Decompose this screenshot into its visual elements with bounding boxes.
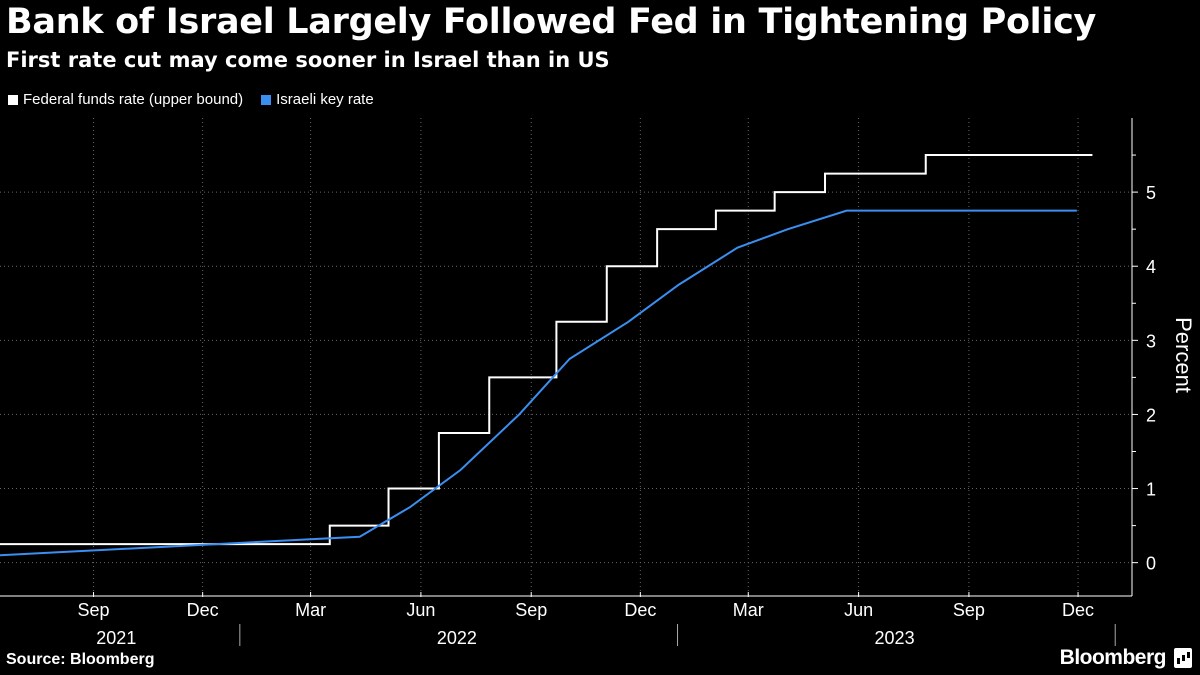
x-tick-label: Dec [1062,600,1094,620]
x-tick-label: Sep [515,600,547,620]
y-tick-label: 5 [1146,183,1156,203]
source-note: Source: Bloomberg [6,651,155,668]
x-tick-label: Mar [295,600,326,620]
bloomberg-logo: Bloomberg [1059,646,1167,669]
x-tick-label: Mar [733,600,764,620]
x-tick-label: Dec [187,600,219,620]
series-line-israel-key-rate [0,209,1077,557]
legend-label-fed: Federal funds rate (upper bound) [23,91,244,108]
year-label: 2021 [96,628,136,648]
legend-item-fed: Federal funds rate (upper bound) [8,91,243,108]
y-axis-title: Percent [1171,317,1196,393]
x-tick-label: Jun [844,600,873,620]
legend-swatch-fed [8,94,18,105]
x-tick-label: Sep [953,600,985,620]
x-tick-label: Dec [624,600,656,620]
series-line-fed-funds [0,154,1093,546]
y-tick-label: 3 [1146,331,1156,351]
year-label: 2023 [875,628,915,648]
x-tick-label: Jun [406,600,435,620]
y-tick-label: 1 [1146,480,1156,500]
legend-item-israel: Israeli key rate [261,91,374,108]
y-tick-label: 0 [1146,554,1156,574]
legend: Federal funds rate (upper bound) Israeli… [8,91,374,108]
legend-label-israel: Israeli key rate [276,91,374,108]
year-label: 2022 [437,628,477,648]
chart-title: Bank of Israel Largely Followed Fed in T… [6,2,1097,42]
legend-swatch-israel [261,94,272,105]
bloomberg-bars-icon [1174,648,1192,668]
y-tick-label: 2 [1146,405,1156,425]
chart-subtitle: First rate cut may come sooner in Israel… [6,48,610,72]
y-tick-label: 4 [1146,257,1156,277]
x-tick-label: Sep [78,600,110,620]
